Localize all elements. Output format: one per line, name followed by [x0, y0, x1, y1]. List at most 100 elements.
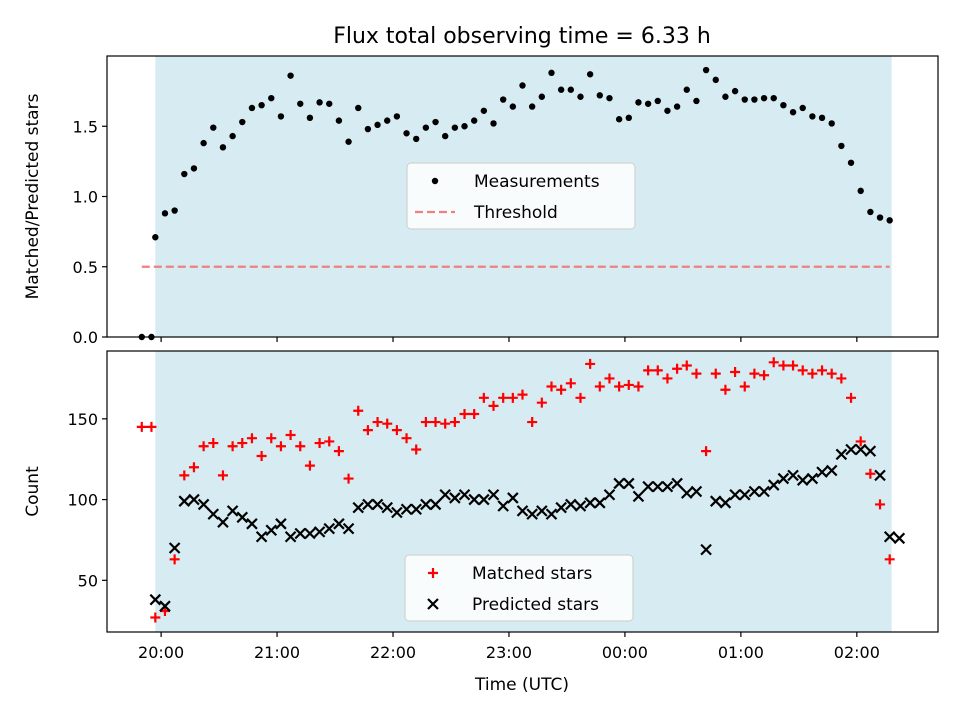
- measurement-point: [403, 130, 410, 137]
- predicted-star-point: [526, 508, 538, 520]
- matched-star-point: [208, 438, 219, 449]
- count-panel-marker-layer: [136, 357, 906, 623]
- matched-star-point: [333, 446, 344, 457]
- measurement-point: [161, 210, 169, 217]
- predicted-star-point: [883, 530, 896, 543]
- matched-star-point: [227, 441, 238, 452]
- measurement-point: [519, 82, 526, 89]
- matched-star-point: [266, 433, 277, 444]
- legend-label: Matched stars: [472, 564, 592, 584]
- matched-star-point: [488, 400, 499, 411]
- count-panel-x-axis: 20:00 21:00 22:00 23:00 00:00 01:00 02:00: [138, 632, 880, 662]
- matched-star-point: [585, 358, 596, 369]
- measurement-point: [818, 114, 826, 122]
- predicted-star-point: [478, 493, 490, 506]
- measurement-point: [596, 92, 604, 99]
- predicted-star-point: [362, 498, 374, 511]
- count-panel-y-axis-label: Count: [23, 466, 43, 517]
- predicted-star-point: [729, 488, 741, 501]
- matched-star-point: [150, 612, 161, 623]
- ratio-panel-marker-layer: [138, 66, 893, 341]
- matched-star-point: [768, 357, 779, 368]
- predicted-star-point: [574, 500, 587, 512]
- measurement-point: [229, 132, 236, 140]
- chart-title: Flux total observing time = 6.33 h: [333, 24, 711, 49]
- predicted-star-point: [671, 477, 683, 490]
- matched-star-point: [362, 425, 373, 436]
- measurement-point: [181, 170, 188, 178]
- legend-label: Measurements: [474, 172, 600, 192]
- predicted-star-point: [400, 503, 413, 516]
- predicted-star-point: [265, 524, 278, 537]
- predicted-star-point: [304, 527, 316, 540]
- measurement-point: [702, 66, 710, 74]
- matched-star-point: [749, 368, 760, 379]
- measurement-point: [461, 123, 468, 130]
- predicted-star-point: [168, 542, 181, 554]
- matched-star-point: [604, 373, 615, 384]
- matched-star-point: [498, 392, 509, 403]
- predicted-star-point: [603, 488, 616, 501]
- y-tick-label: 100: [67, 491, 98, 510]
- measurement-point: [277, 113, 285, 120]
- matched-star-point: [517, 389, 528, 400]
- measurement-point: [171, 207, 178, 214]
- measurement-point: [606, 94, 613, 102]
- legend-label: Predicted stars: [472, 595, 599, 615]
- measurement-point: [664, 107, 671, 114]
- ratio-panel-y-axis: 0.0 0.5 1.0 1.5: [73, 117, 107, 347]
- matched-star-point: [401, 433, 412, 444]
- matched-star-point: [826, 368, 837, 379]
- matched-star-point: [836, 373, 847, 384]
- matched-star-point: [449, 417, 460, 428]
- predicted-star-point: [371, 498, 384, 511]
- measurement-point: [760, 94, 768, 102]
- predicted-star-point: [652, 480, 664, 493]
- measurement-point: [200, 139, 207, 147]
- matched-star-point: [343, 473, 354, 484]
- predicted-star-point: [874, 469, 886, 482]
- matched-star-point: [275, 441, 286, 452]
- predicted-star-point: [565, 498, 577, 511]
- measurement-point: [886, 217, 893, 224]
- measurement-point: [693, 97, 700, 105]
- measurement-point: [190, 165, 198, 172]
- x-tick-label: 22:00: [370, 643, 416, 662]
- predicted-star-point: [690, 485, 703, 498]
- predicted-star-point: [613, 477, 625, 490]
- legend-box: [406, 162, 636, 230]
- predicted-star-point: [458, 488, 471, 501]
- measurement-point: [780, 101, 787, 109]
- matched-star-point: [575, 392, 586, 403]
- measurement-point: [712, 76, 719, 84]
- predicted-star-point: [594, 497, 606, 509]
- matched-star-point: [710, 368, 721, 379]
- measurement-point: [838, 142, 845, 150]
- measurement-point: [306, 114, 314, 122]
- measurement-point: [673, 103, 681, 110]
- measurement-point: [413, 135, 420, 143]
- predicted-star-point: [738, 488, 751, 501]
- predicted-star-point: [680, 487, 693, 499]
- measurement-point: [557, 86, 565, 93]
- x-tick-label: 23:00: [486, 643, 532, 662]
- matched-star-point: [256, 450, 267, 461]
- predicted-star-point: [333, 518, 345, 530]
- measurement-point: [499, 96, 507, 103]
- predicted-star-point: [342, 522, 355, 535]
- matched-star-point: [285, 429, 296, 440]
- matched-star-point: [701, 446, 712, 457]
- matched-star-point: [759, 370, 770, 381]
- matched-star-point: [643, 365, 654, 376]
- matched-star-point: [246, 433, 257, 444]
- measurement-point: [847, 159, 855, 166]
- y-tick-label: 50: [78, 571, 98, 590]
- measurement-point: [441, 132, 449, 140]
- predicted-star-point: [410, 503, 422, 516]
- measurement-point: [567, 86, 575, 93]
- measurement-point: [799, 104, 806, 112]
- ratio-panel-x-axis: [160, 337, 858, 342]
- predicted-star-point: [632, 490, 645, 503]
- measurement-point: [248, 104, 256, 112]
